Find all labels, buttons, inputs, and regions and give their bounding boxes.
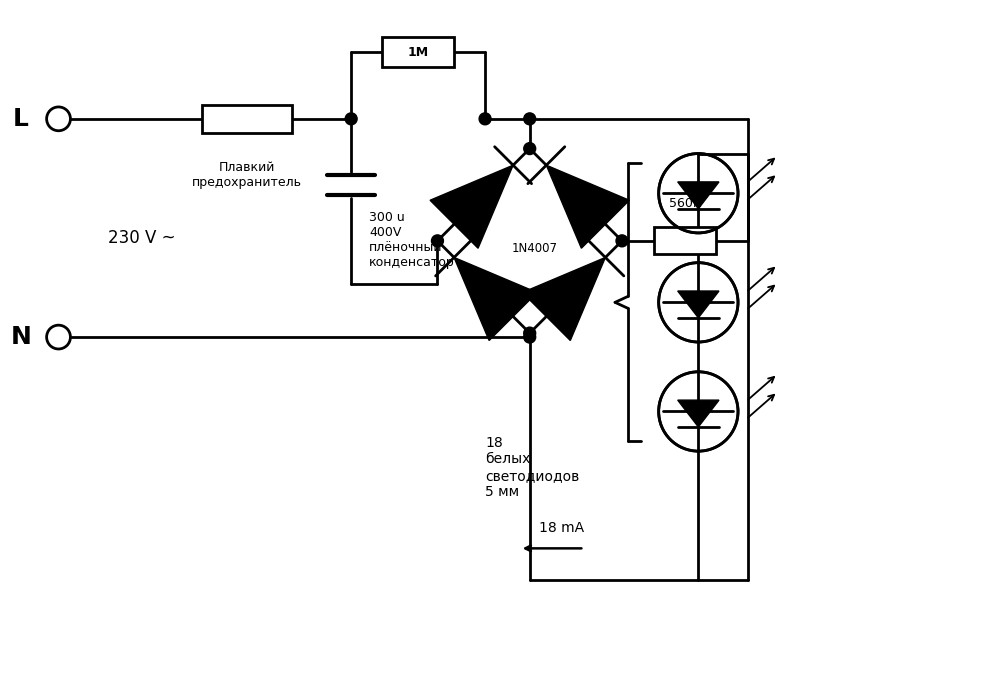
Text: 300 u
400V
плёночный
конденсатор: 300 u 400V плёночный конденсатор [369,211,455,269]
Bar [654,228,716,254]
Circle shape [479,113,491,125]
Text: L: L [13,107,29,131]
Bar [203,105,292,133]
Bar [383,37,454,67]
Polygon shape [677,400,719,427]
Text: 230 V ~: 230 V ~ [108,229,176,247]
Text: 18
белых
светодиодов
5 мм: 18 белых светодиодов 5 мм [485,436,580,499]
Polygon shape [454,257,537,340]
Circle shape [46,107,70,131]
Polygon shape [677,291,719,318]
Circle shape [46,325,70,349]
Text: 18 mA: 18 mA [539,522,584,536]
Text: N: N [11,325,32,349]
Polygon shape [677,182,719,209]
Text: 560R: 560R [669,197,701,210]
Polygon shape [522,257,605,340]
Polygon shape [546,165,629,248]
Circle shape [659,154,738,233]
Text: 1N4007: 1N4007 [511,242,558,255]
Circle shape [431,235,443,247]
Polygon shape [430,165,513,248]
Circle shape [524,331,536,343]
Circle shape [524,143,536,154]
Circle shape [524,327,536,339]
Text: Плавкий
предохранитель: Плавкий предохранитель [192,161,302,188]
Circle shape [659,263,738,342]
Circle shape [345,113,357,125]
Circle shape [616,235,628,247]
Text: 1M: 1M [407,46,428,59]
Circle shape [659,372,738,451]
Circle shape [524,113,536,125]
